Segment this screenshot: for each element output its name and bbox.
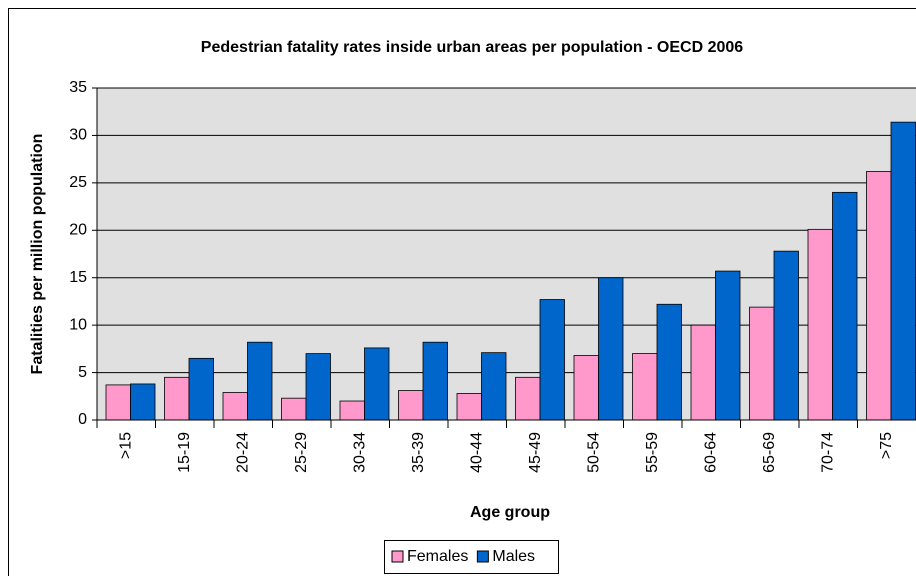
legend-box: [384, 540, 559, 574]
bar: [773, 250, 799, 421]
y-axis-label: Fatalities per million population: [29, 134, 46, 375]
x-tick-label: 40-44: [468, 432, 485, 473]
x-tick-label: 60-64: [702, 432, 719, 473]
bar: [715, 270, 741, 421]
bar: [305, 353, 331, 421]
bar: [832, 191, 858, 421]
bar: [515, 376, 541, 421]
bar: [573, 355, 599, 421]
bar: [164, 376, 190, 421]
bar: [105, 384, 131, 421]
x-tick-label: 30-34: [351, 432, 368, 473]
bar: [422, 341, 448, 421]
legend-swatch: [391, 550, 404, 563]
y-tick-label: 10: [69, 316, 87, 333]
x-tick-label: 55-59: [644, 432, 661, 473]
y-tick-label: 30: [69, 127, 87, 144]
chart-title: Pedestrian fatality rates inside urban a…: [201, 39, 743, 56]
bar: [188, 357, 214, 421]
x-axis-label: Age group: [470, 504, 550, 521]
legend-swatch: [476, 550, 489, 563]
bar: [130, 383, 156, 421]
bar: [481, 352, 507, 421]
y-tick-label: 0: [78, 411, 87, 428]
bar: [456, 393, 482, 421]
bar: [281, 397, 307, 421]
y-tick-label: 35: [69, 79, 87, 96]
bar: [866, 171, 892, 421]
bar: [247, 341, 273, 421]
bar: [890, 121, 916, 421]
y-tick-label: 5: [78, 364, 87, 381]
y-tick-label: 15: [69, 269, 87, 286]
bar: [364, 347, 390, 421]
x-tick-label: 70-74: [819, 432, 836, 473]
x-tick-label: 50-54: [585, 432, 602, 473]
x-tick-label: 35-39: [410, 432, 427, 473]
bar: [749, 306, 775, 421]
bar: [807, 228, 833, 421]
bar: [222, 392, 248, 421]
bar: [339, 400, 365, 421]
bar: [598, 277, 624, 421]
bar: [632, 353, 658, 421]
y-tick-label: 20: [69, 222, 87, 239]
x-tick-label: 25-29: [293, 432, 310, 473]
bar: [398, 390, 424, 421]
bar: [690, 324, 716, 421]
y-tick-label: 25: [69, 174, 87, 191]
x-tick-label: >75: [878, 432, 895, 459]
x-tick-label: 15-19: [176, 432, 193, 473]
x-tick-label: 65-69: [761, 432, 778, 473]
x-tick-label: 20-24: [234, 432, 251, 473]
bar: [656, 303, 682, 421]
legend-label: Males: [492, 548, 535, 565]
x-tick-label: >15: [117, 432, 134, 459]
x-tick-label: 45-49: [527, 432, 544, 473]
legend-label: Females: [407, 548, 468, 565]
bar: [539, 299, 565, 421]
